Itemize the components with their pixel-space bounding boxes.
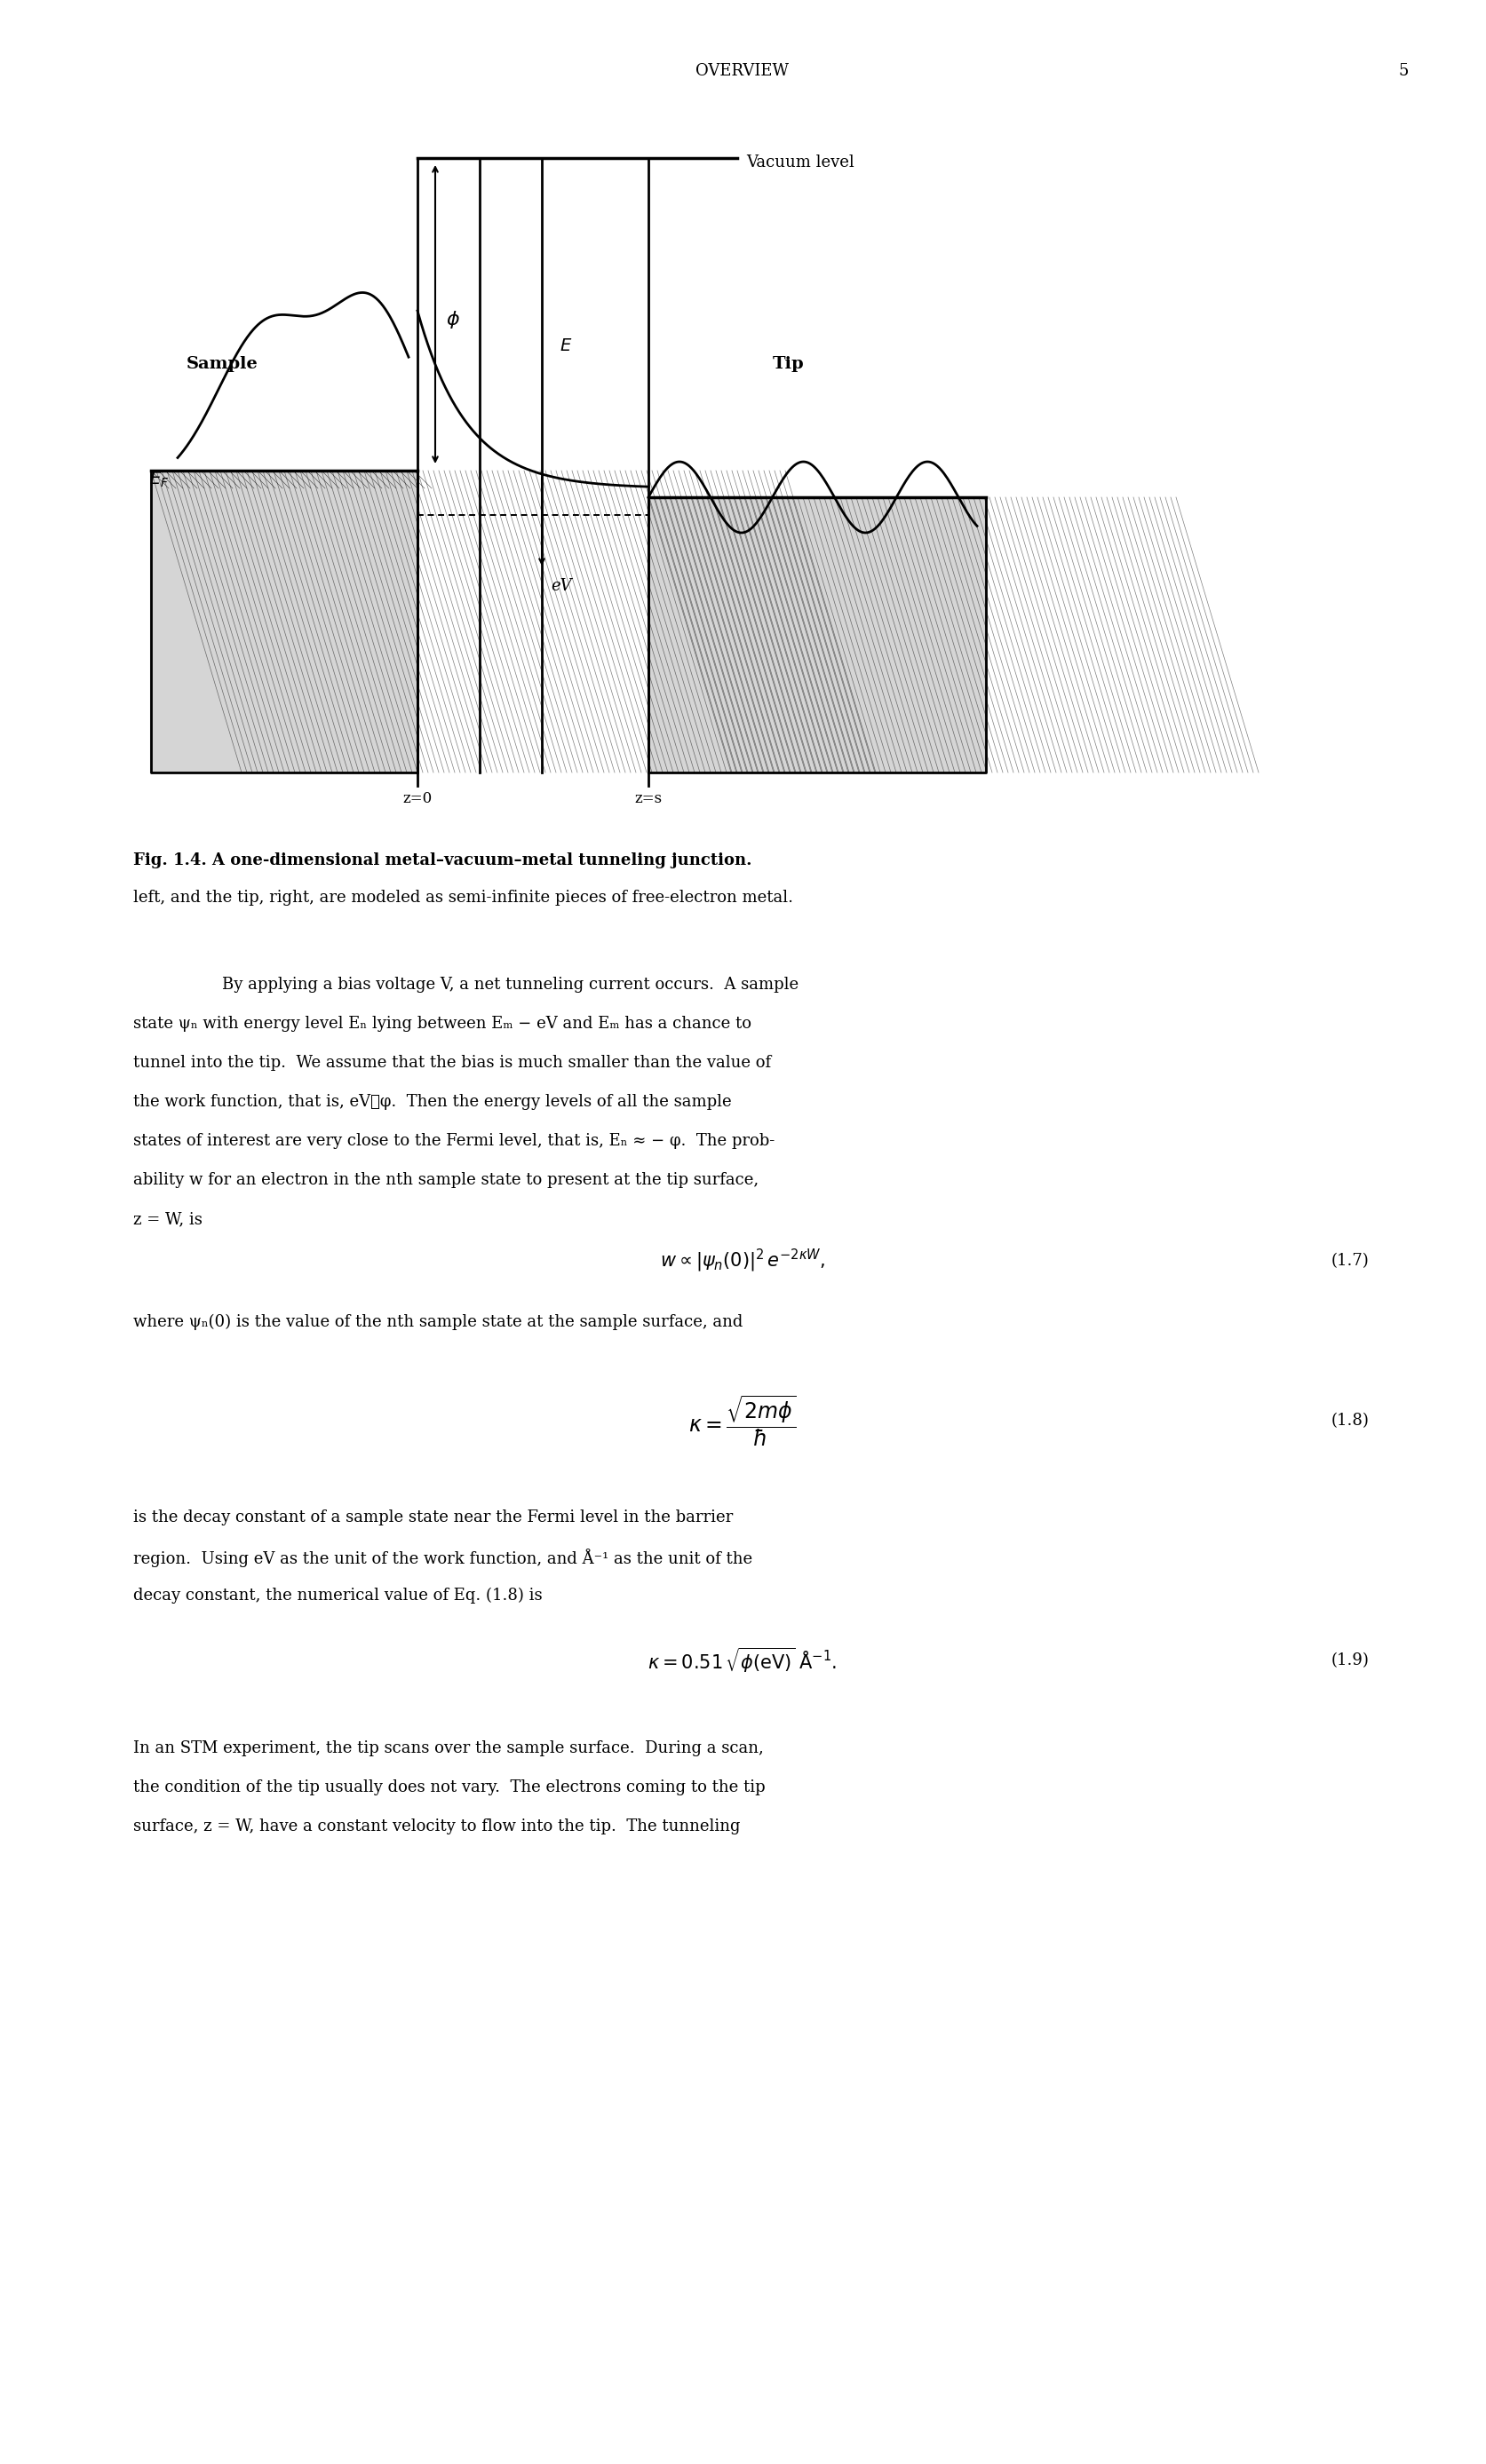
Bar — [648, 498, 985, 774]
Text: the work function, that is, eV≪φ.  Then the energy levels of all the sample: the work function, that is, eV≪φ. Then t… — [134, 1094, 731, 1109]
Text: $\kappa = 0.51\,\sqrt{\phi(\mathrm{eV})}\;\mathrm{\AA}^{-1}.$: $\kappa = 0.51\,\sqrt{\phi(\mathrm{eV})}… — [648, 1646, 837, 1676]
Text: region.  Using eV as the unit of the work function, and Å⁻¹ as the unit of the: region. Using eV as the unit of the work… — [134, 1547, 752, 1567]
Text: OVERVIEW: OVERVIEW — [695, 64, 789, 79]
Text: z=s: z=s — [635, 791, 663, 806]
Text: z = W, is: z = W, is — [134, 1212, 202, 1227]
Text: $\kappa = \dfrac{\sqrt{2m\phi}}{\hbar}$: $\kappa = \dfrac{\sqrt{2m\phi}}{\hbar}$ — [690, 1392, 796, 1449]
Text: $w \propto |\psi_n(0)|^2 \, e^{-2\kappa W},$: $w \propto |\psi_n(0)|^2 \, e^{-2\kappa … — [660, 1247, 825, 1274]
Text: z=0: z=0 — [403, 791, 432, 806]
Bar — [152, 471, 418, 774]
Text: $E$: $E$ — [559, 338, 572, 355]
Text: Fig. 1.4. A one-dimensional metal–vacuum–metal tunneling junction.: Fig. 1.4. A one-dimensional metal–vacuum… — [134, 853, 752, 867]
Bar — [152, 471, 418, 774]
Text: Vacuum level: Vacuum level — [746, 155, 854, 170]
Text: eV: eV — [551, 579, 572, 594]
Text: (1.8): (1.8) — [1331, 1412, 1369, 1429]
Text: (1.7): (1.7) — [1331, 1252, 1369, 1269]
Text: where ψₙ(0) is the value of the nth sample state at the sample surface, and: where ψₙ(0) is the value of the nth samp… — [134, 1313, 743, 1331]
Text: the condition of the tip usually does not vary.  The electrons coming to the tip: the condition of the tip usually does no… — [134, 1779, 765, 1796]
Text: surface, z = W, have a constant velocity to flow into the tip.  The tunneling: surface, z = W, have a constant velocity… — [134, 1818, 740, 1836]
Text: left, and the tip, right, are modeled as semi-infinite pieces of free-electron m: left, and the tip, right, are modeled as… — [134, 890, 794, 907]
Text: Sample: Sample — [186, 357, 259, 372]
Text: 5: 5 — [1398, 64, 1409, 79]
Text: is the decay constant of a sample state near the Fermi level in the barrier: is the decay constant of a sample state … — [134, 1510, 733, 1525]
Text: state ψₙ with energy level Eₙ lying between Eₘ − eV and Eₘ has a chance to: state ψₙ with energy level Eₙ lying betw… — [134, 1015, 752, 1032]
Text: states of interest are very close to the Fermi level, that is, Eₙ ≈ − φ.  The pr: states of interest are very close to the… — [134, 1133, 774, 1148]
Text: tunnel into the tip.  We assume that the bias is much smaller than the value of: tunnel into the tip. We assume that the … — [134, 1055, 771, 1072]
Text: ability w for an electron in the nth sample state to present at the tip surface,: ability w for an electron in the nth sam… — [134, 1173, 759, 1188]
Text: By applying a bias voltage V, a net tunneling current occurs.  A sample: By applying a bias voltage V, a net tunn… — [221, 976, 798, 993]
Text: $E_F$: $E_F$ — [149, 471, 169, 488]
Text: $\phi$: $\phi$ — [446, 308, 461, 330]
Text: decay constant, the numerical value of Eq. (1.8) is: decay constant, the numerical value of E… — [134, 1587, 542, 1604]
Text: Tip: Tip — [773, 357, 804, 372]
Text: (1.9): (1.9) — [1331, 1653, 1369, 1668]
Text: In an STM experiment, the tip scans over the sample surface.  During a scan,: In an STM experiment, the tip scans over… — [134, 1740, 764, 1757]
